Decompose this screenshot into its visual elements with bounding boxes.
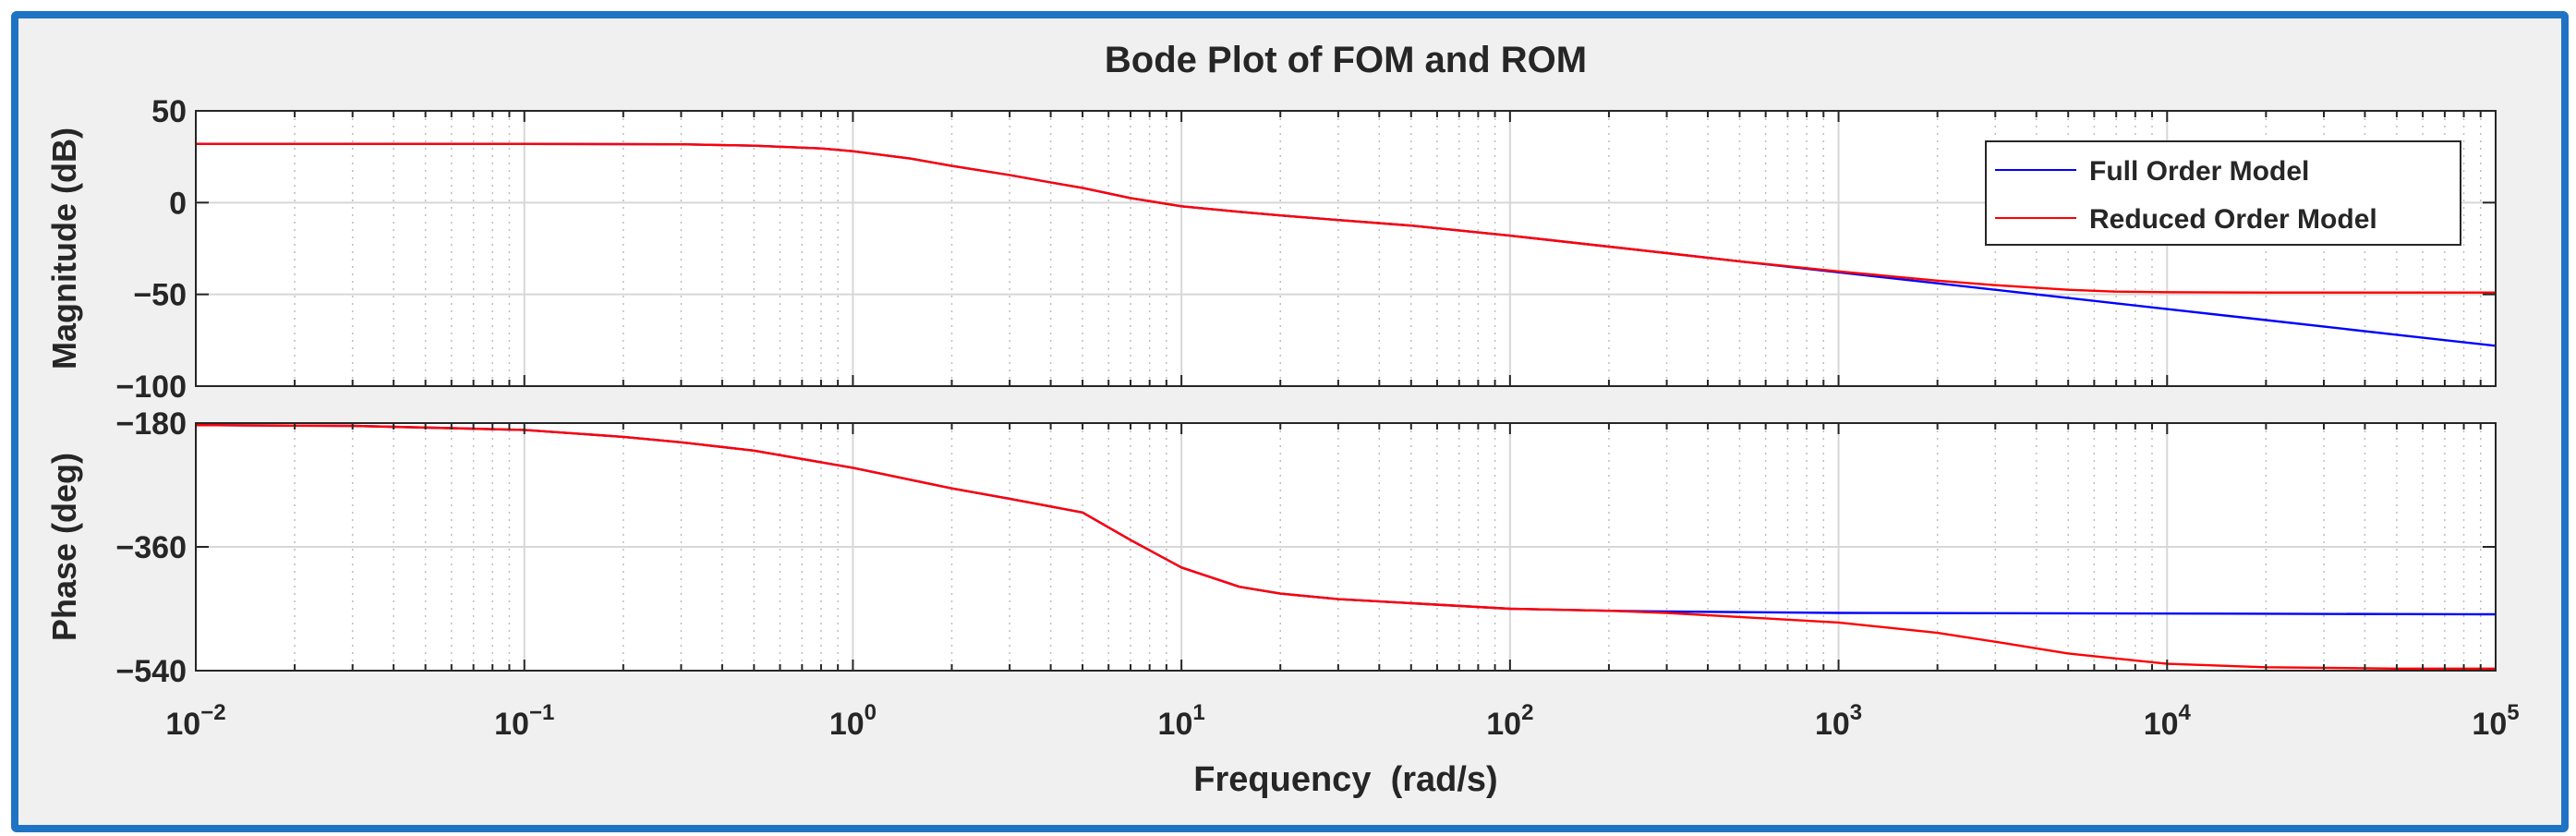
x-axis-label: Frequency (rad/s) (1193, 760, 1497, 799)
magnitude-y-tick-label: −100 (115, 370, 187, 405)
x-tick-label: 102 (1486, 700, 1533, 742)
magnitude-series (196, 142, 2496, 347)
magnitude-series-reduced-order (196, 142, 2496, 294)
legend: Full Order Model Reduced Order Model (1985, 140, 2461, 246)
phase-grid (196, 423, 2496, 671)
chart-title: Bode Plot of FOM and ROM (1105, 40, 1587, 80)
magnitude-ticks: 50 0 −50 −100 (115, 94, 2497, 405)
magnitude-y-tick-label: 0 (169, 186, 187, 221)
magnitude-y-axis-label: Magnitude (dB) (45, 127, 83, 370)
x-tick-label: 105 (2472, 700, 2519, 742)
legend-label-reduced-order: Reduced Order Model (2089, 204, 2377, 235)
x-tick-label: 101 (1158, 700, 1205, 742)
x-tick-label: 10−1 (494, 700, 554, 742)
phase-series (196, 424, 2496, 670)
phase-y-tick-label: −540 (115, 654, 187, 689)
phase-series-reduced-order (196, 424, 2496, 670)
magnitude-axes-box (195, 110, 2497, 387)
phase-y-tick-label: −180 (115, 406, 187, 442)
phase-axes: −180 −360 −540 (115, 406, 2497, 689)
x-tick-label: 103 (1815, 700, 1862, 742)
phase-y-axis-label: Phase (deg) (45, 453, 83, 641)
x-tick-label: 10−2 (165, 700, 225, 742)
phase-y-tick-label: −360 (115, 530, 187, 565)
x-tick-label: 100 (829, 700, 877, 742)
magnitude-y-tick-label: −50 (133, 278, 187, 313)
legend-box (1985, 140, 2461, 246)
x-tick-labels: 10−2 10−1 100 101 102 103 104 105 (165, 700, 2519, 742)
phase-ticks: −180 −360 −540 (115, 406, 2497, 689)
phase-axes-box (195, 422, 2497, 672)
x-tick-label: 104 (2144, 700, 2192, 742)
legend-label-full-order: Full Order Model (2089, 156, 2309, 187)
magnitude-y-tick-label: 50 (151, 94, 187, 129)
